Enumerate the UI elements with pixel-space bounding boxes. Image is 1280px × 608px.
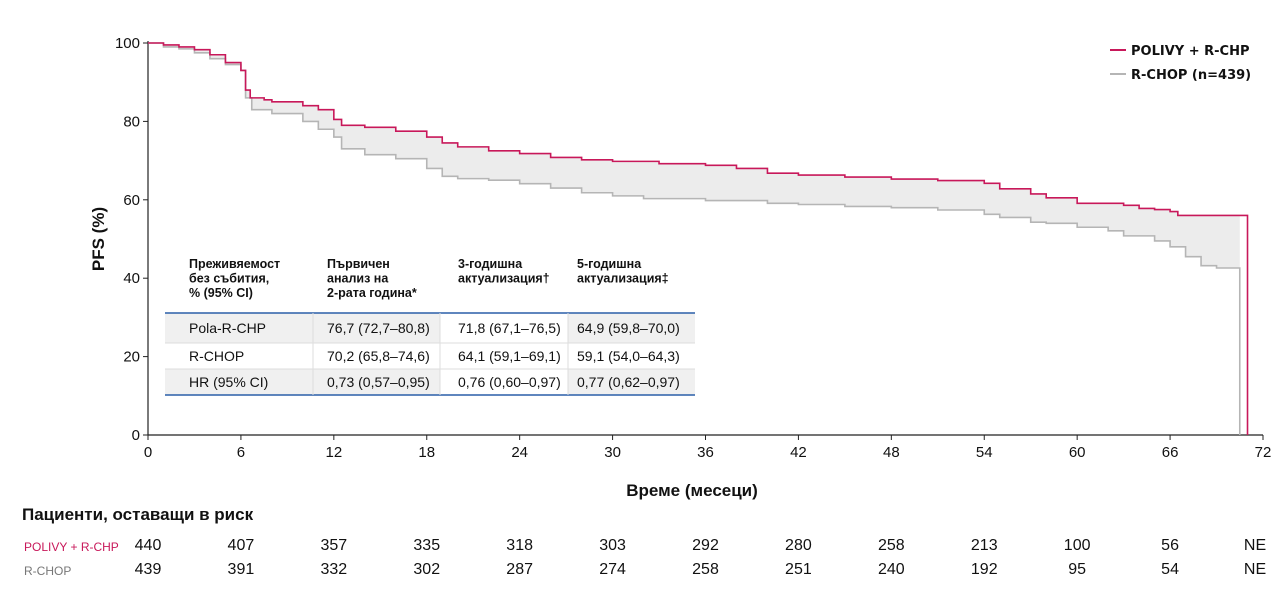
- risk-value: 280: [785, 537, 812, 554]
- difference-fill-layer: [148, 43, 1240, 269]
- table-cell: 76,7 (72,7–80,8): [327, 320, 430, 336]
- x-tick-label: 54: [976, 444, 993, 461]
- risk-value: 439: [134, 561, 162, 578]
- x-tick-label: 30: [604, 444, 621, 461]
- risk-value: 274: [599, 561, 626, 578]
- y-tick-label: 60: [123, 192, 140, 209]
- table-row-bg: [440, 369, 568, 395]
- legend-label-rchop: R-CHOP (n=439): [1131, 68, 1251, 83]
- x-tick-label: 18: [418, 444, 435, 461]
- x-tick-label: 66: [1162, 444, 1179, 461]
- table-row-label: R-CHOP: [189, 348, 244, 364]
- y-tick-label: 40: [123, 270, 140, 287]
- risk-value: 213: [970, 537, 998, 554]
- risk-value: 440: [134, 537, 162, 554]
- risk-value: 95: [1068, 561, 1087, 578]
- risk-row: POLIVY + R-CHP 440 407 357 335 318 303 292 280 25…: [0, 536, 1280, 558]
- table-header-cell: 5-годишна актуализация‡: [577, 257, 669, 286]
- risk-value: 357: [320, 537, 348, 554]
- y-tick-label: 0: [132, 427, 140, 444]
- series-layer: [148, 42, 1249, 435]
- y-axis-label: PFS (%): [89, 207, 108, 271]
- km-chart: 0 6 12 18 24 30 36 42 48 54 60 66 72 0 20 40 60 80 100 PFS…: [89, 35, 1271, 500]
- risk-value: 54: [1161, 561, 1179, 578]
- risk-value: 258: [877, 537, 905, 554]
- risk-value: 287: [506, 561, 534, 578]
- table-cell: 0,73 (0,57–0,95): [327, 374, 430, 390]
- table-row-bg: [165, 343, 695, 369]
- table-header-cell: Първичен анализ на 2-рата година*: [327, 257, 417, 300]
- table-cell: 0,76 (0,60–0,97): [458, 374, 561, 390]
- risk-value: 56: [1161, 537, 1179, 554]
- series-line-polivy: [148, 42, 1249, 435]
- table-row-bg: [165, 313, 695, 343]
- x-tick-label: 0: [144, 444, 152, 461]
- table-row-label: HR (95% CI): [189, 374, 268, 390]
- table-row-bg: [440, 313, 568, 343]
- risk-value: 251: [785, 561, 812, 578]
- table-cell: 70,2 (65,8–74,6): [327, 348, 430, 364]
- legend-label-polivy: POLIVY + R-CHP: [1131, 44, 1249, 59]
- series-line-rchop: [148, 42, 1241, 435]
- x-tick-label: 6: [237, 444, 245, 461]
- table-cell: 0,77 (0,62–0,97): [577, 374, 680, 390]
- risk-value: 332: [320, 561, 348, 578]
- risk-value: NE: [1243, 537, 1267, 554]
- x-tick-label: 60: [1069, 444, 1086, 461]
- table-cell: 64,1 (59,1–69,1): [458, 348, 561, 364]
- x-tick-label: 42: [790, 444, 807, 461]
- risk-value: 335: [413, 537, 441, 554]
- table-row-label: Pola-R-CHP: [189, 320, 266, 336]
- risk-value: 391: [227, 561, 255, 578]
- risk-value: 100: [1063, 537, 1091, 554]
- table-header-cell: 3-годишна актуализация†: [458, 257, 550, 286]
- risk-row: R-CHOP 439 391 332 302 287 274 258 251 240 192 95 54…: [0, 560, 1280, 582]
- legend: POLIVY + R-CHP R-CHOP (n=439): [1110, 44, 1251, 83]
- risk-value: 240: [877, 561, 905, 578]
- risk-row-label: POLIVY + R-CHP: [24, 540, 119, 554]
- axes: 0 6 12 18 24 30 36 42 48 54 60 66 72 0 20 40 60 80 100: [115, 35, 1271, 461]
- risk-value: 318: [506, 537, 534, 554]
- risk-value: NE: [1243, 561, 1267, 578]
- difference-fill: [148, 43, 1240, 269]
- x-tick-label: 24: [511, 444, 528, 461]
- y-tick-label: 100: [115, 35, 140, 52]
- risk-value: 303: [599, 537, 626, 554]
- x-tick-label: 36: [697, 444, 714, 461]
- y-tick-label: 20: [123, 349, 140, 366]
- risk-value: 292: [692, 537, 719, 554]
- risk-row-label: R-CHOP: [24, 564, 72, 578]
- table-cell: 59,1 (54,0–64,3): [577, 348, 680, 364]
- risk-value: 302: [413, 561, 441, 578]
- pfs-table: Преживяемост без събития,% (95% CI) Първич…: [165, 257, 695, 396]
- x-axis-label: Време (месеци): [626, 481, 758, 500]
- risk-value: 407: [227, 537, 255, 554]
- table-text-layer: Преживяемост без събития,% (95% CI) Първич…: [189, 257, 680, 390]
- table-header-cell: Преживяемост без събития,% (95% CI): [189, 257, 280, 300]
- risk-table-title: Пациенти, оставащи в риск: [22, 505, 254, 524]
- table-cell: 71,8 (67,1–76,5): [458, 320, 561, 336]
- y-tick-label: 80: [123, 113, 140, 130]
- x-tick-label: 48: [883, 444, 900, 461]
- table-row-bg: [165, 369, 695, 395]
- risk-value: 192: [970, 561, 998, 578]
- risk-value: 258: [692, 561, 719, 578]
- x-tick-label: 72: [1255, 444, 1272, 461]
- x-tick-label: 12: [325, 444, 342, 461]
- table-cell: 64,9 (59,8–70,0): [577, 320, 680, 336]
